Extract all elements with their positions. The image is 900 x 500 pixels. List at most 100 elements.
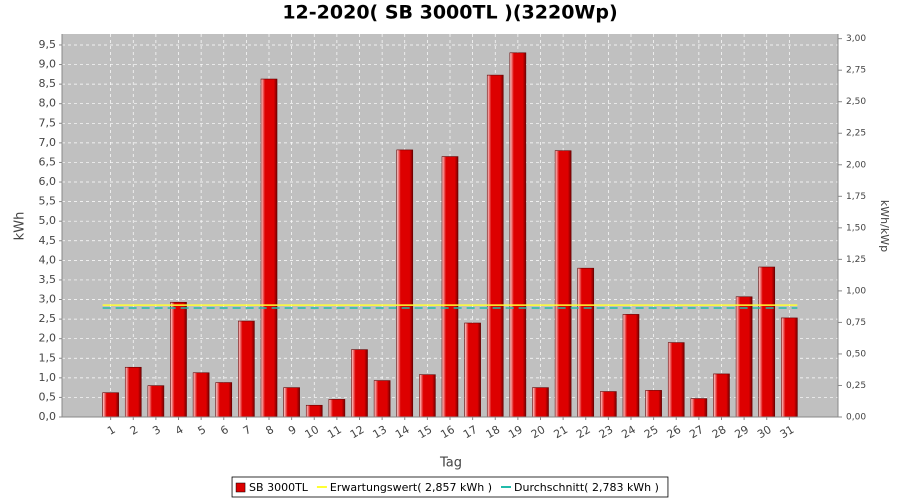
bar <box>283 387 300 418</box>
bar <box>441 156 459 418</box>
x-tick-label: 26 <box>665 423 684 441</box>
bar <box>170 301 187 418</box>
bar <box>486 74 504 418</box>
y-tick-label: 9,0 <box>39 58 57 71</box>
y-tick-label: 2,0 <box>39 332 57 345</box>
y2-tick-label: 2,00 <box>846 160 866 170</box>
y-tick-label: 4,0 <box>39 253 57 266</box>
x-tick-label: 9 <box>286 423 299 438</box>
x-tick-label: 3 <box>150 423 163 438</box>
bar <box>238 320 255 418</box>
x-tick-label: 21 <box>551 423 570 441</box>
bar <box>509 52 527 418</box>
bar <box>554 150 572 418</box>
bar <box>781 317 798 418</box>
x-tick-label: 6 <box>218 423 231 438</box>
x-tick-label: 29 <box>732 423 751 441</box>
legend-label: SB 3000TL <box>249 481 309 494</box>
x-axis-label: Tag <box>439 456 462 471</box>
bar <box>373 380 391 418</box>
y-tick-label: 7,0 <box>39 136 57 149</box>
y-axis-label: kWh <box>13 212 28 241</box>
y2-tick-label: 0,00 <box>846 413 866 423</box>
y-tick-label: 8,5 <box>39 77 57 90</box>
bar <box>260 78 278 418</box>
x-tick-label: 10 <box>303 423 322 441</box>
x-tick-label: 7 <box>241 423 254 438</box>
bar <box>215 382 233 418</box>
bar <box>713 373 730 418</box>
bar <box>192 372 210 418</box>
legend-label: Erwartungswert( 2,857 kWh ) <box>330 481 492 494</box>
x-tick-label: 30 <box>755 423 774 441</box>
bar <box>645 390 662 418</box>
bar <box>419 374 436 418</box>
x-tick-label: 25 <box>642 423 661 441</box>
bar <box>396 149 414 418</box>
bar <box>305 404 323 418</box>
x-tick-label: 18 <box>484 423 503 441</box>
x-tick-label: 15 <box>416 423 435 441</box>
legend-marker <box>235 482 246 493</box>
x-tick-label: 14 <box>393 423 412 441</box>
legend-box <box>231 476 669 498</box>
x-tick-label: 27 <box>687 423 706 441</box>
y2-tick-label: 2,75 <box>846 66 866 76</box>
x-tick-label: 24 <box>619 423 638 441</box>
y2-tick-label: 1,25 <box>846 255 866 265</box>
x-tick-label: 11 <box>325 423 344 441</box>
bar <box>577 267 595 418</box>
x-tick-label: 5 <box>196 423 209 438</box>
bar <box>600 391 617 418</box>
x-tick-label: 12 <box>348 423 367 441</box>
x-tick-label: 2 <box>128 423 141 438</box>
y2-tick-label: 0,25 <box>846 381 866 391</box>
y2-tick-label: 2,25 <box>846 129 866 139</box>
y-tick-label: 3,5 <box>39 273 57 286</box>
y-tick-label: 5,0 <box>39 214 57 227</box>
x-tick-label: 22 <box>574 423 593 441</box>
bar <box>351 349 368 418</box>
bar <box>622 314 640 418</box>
y-tick-label: 1,5 <box>39 351 57 364</box>
y2-axis-label: kWh/kWp <box>878 200 891 252</box>
legend-label: Durchschnitt( 2,783 kWh ) <box>514 481 659 494</box>
y-tick-label: 0,5 <box>39 390 57 403</box>
y2-tick-label: 1,50 <box>846 223 866 233</box>
chart-title: 12-2020( SB 3000TL )(3220Wp) <box>282 2 617 24</box>
x-tick-label: 20 <box>529 423 548 441</box>
y-tick-label: 4,5 <box>39 234 57 247</box>
x-tick-label: 4 <box>173 423 186 438</box>
bar <box>328 399 346 418</box>
y-tick-label: 5,5 <box>39 195 57 208</box>
bar <box>758 266 776 418</box>
bar <box>102 392 119 418</box>
bar <box>124 366 142 418</box>
bar <box>532 387 549 418</box>
y-tick-label: 7,5 <box>39 116 57 129</box>
y-tick-label: 3,0 <box>39 293 57 306</box>
y-tick-label: 2,5 <box>39 312 57 325</box>
x-tick-label: 17 <box>461 423 480 441</box>
y2-tick-label: 2,50 <box>846 97 866 107</box>
bar <box>667 342 685 418</box>
x-tick-label: 31 <box>778 423 797 441</box>
x-tick-label: 23 <box>597 423 616 441</box>
y-tick-label: 0,0 <box>39 410 57 423</box>
bar <box>464 322 481 418</box>
y2-tick-label: 3,00 <box>846 34 866 44</box>
x-tick-label: 16 <box>438 423 457 441</box>
y-tick-label: 8,0 <box>39 97 57 110</box>
y2-tick-label: 0,50 <box>846 349 866 359</box>
x-tick-label: 8 <box>263 423 276 438</box>
bar <box>690 398 708 418</box>
x-tick-label: 1 <box>105 423 118 438</box>
x-tick-label: 19 <box>506 423 525 441</box>
bar <box>147 385 165 418</box>
y-tick-label: 6,5 <box>39 155 57 168</box>
bar <box>735 296 753 418</box>
x-tick-label: 13 <box>371 423 390 441</box>
y-tick-label: 1,0 <box>39 371 57 384</box>
y2-tick-label: 1,00 <box>846 286 866 296</box>
